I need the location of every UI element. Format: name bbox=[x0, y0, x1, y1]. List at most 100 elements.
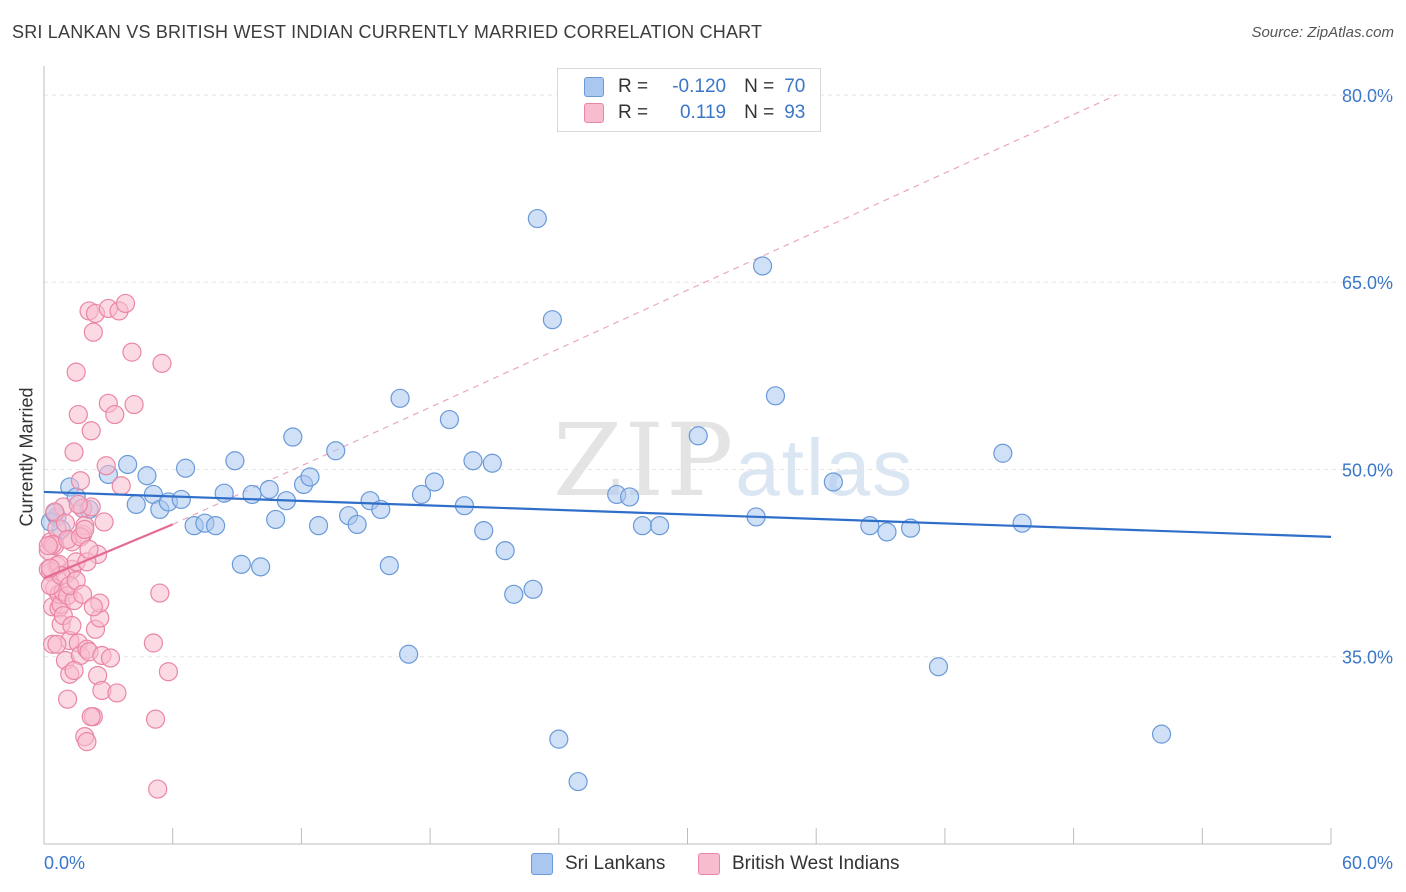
bottom-legend-swatch-blue bbox=[531, 853, 553, 875]
british-west-indians-point bbox=[83, 597, 103, 617]
sri-lankans-point bbox=[860, 516, 880, 536]
british-west-indians-point bbox=[81, 421, 101, 441]
sri-lankans-point bbox=[523, 579, 543, 599]
stats-legend: R = -0.120 N = 70 R = 0.119 N = 93 bbox=[557, 68, 821, 132]
british-west-indians-point bbox=[68, 494, 88, 515]
british-west-indians-point bbox=[122, 342, 142, 362]
sri-lankans-point bbox=[242, 484, 262, 505]
bottom-legend-british-west-indians: British West Indians bbox=[698, 852, 900, 876]
sri-lankans-point bbox=[171, 489, 191, 510]
legend-row-sri-lankans: R = -0.120 N = 70 bbox=[584, 75, 805, 99]
sri-lankans-point bbox=[688, 426, 708, 446]
sri-lankans-point bbox=[1012, 513, 1032, 533]
chart-title: SRI LANKAN VS BRITISH WEST INDIAN CURREN… bbox=[12, 22, 763, 42]
sri-lankans-point bbox=[424, 472, 444, 492]
sri-lankans-point bbox=[206, 516, 226, 536]
bottom-legend-sri-lankans: Sri Lankans bbox=[531, 852, 665, 876]
british-west-indians-point bbox=[57, 689, 78, 709]
british-west-indians-point bbox=[55, 513, 76, 533]
british-west-indians-point bbox=[100, 648, 121, 668]
british-west-indians-point bbox=[145, 709, 166, 729]
sri-lankans-point bbox=[542, 310, 562, 330]
legend-swatch-pink bbox=[584, 103, 604, 123]
sri-lankans-point bbox=[118, 454, 138, 475]
y-tick-label: 65.0% bbox=[1342, 273, 1393, 293]
sri-lankans-point bbox=[225, 451, 245, 471]
sri-lankans-point bbox=[504, 584, 524, 604]
y-tick-label: 80.0% bbox=[1342, 86, 1393, 106]
legend-r-label: R = bbox=[618, 102, 649, 123]
sri-lankans-point bbox=[300, 467, 320, 487]
legend-n-value: 70 bbox=[784, 76, 806, 97]
sri-lankans-point bbox=[231, 554, 251, 574]
british-west-indians-point bbox=[77, 732, 97, 752]
sri-lankans-point bbox=[549, 729, 569, 749]
sri-lankans-point bbox=[308, 516, 329, 536]
sri-lankans-point bbox=[390, 388, 410, 408]
british-west-indians-point bbox=[66, 362, 86, 382]
legend-n-label: N = bbox=[744, 102, 775, 123]
british-west-indians-point bbox=[115, 293, 136, 314]
bottom-legend-swatch-pink bbox=[698, 853, 720, 875]
sri-lankans-point bbox=[175, 458, 196, 478]
british-west-indians-point bbox=[150, 583, 170, 603]
sri-lankans-point bbox=[993, 443, 1013, 463]
british-west-indians-point bbox=[83, 322, 103, 342]
sri-lankans-point bbox=[474, 521, 494, 541]
sri-lankans-point bbox=[379, 556, 399, 576]
british-west-indians-trend-extension bbox=[172, 94, 1117, 525]
british-west-indians-point bbox=[81, 707, 101, 727]
british-west-indians-point bbox=[64, 660, 84, 681]
legend-n-value: 93 bbox=[784, 102, 806, 123]
sri-lankans-point bbox=[928, 657, 949, 677]
sri-lankans-point bbox=[765, 386, 786, 406]
sri-lankans-point bbox=[126, 494, 146, 515]
british-west-indians-point bbox=[158, 662, 179, 682]
y-tick-label: 35.0% bbox=[1342, 648, 1393, 668]
british-west-indians-point bbox=[105, 404, 125, 425]
x-tick-label-max: 60.0% bbox=[1342, 853, 1393, 873]
sri-lankans-point bbox=[439, 409, 460, 430]
legend-n-label: N = bbox=[744, 76, 775, 97]
british-west-indians-point bbox=[124, 394, 144, 415]
legend-r-value: 0.119 bbox=[679, 102, 727, 123]
sri-lankans-point bbox=[568, 771, 588, 792]
x-tick-label-min: 0.0% bbox=[44, 853, 85, 873]
sri-lankans-point bbox=[251, 557, 271, 577]
british-west-indians-point bbox=[96, 456, 116, 476]
y-axis-label: Currently Married bbox=[16, 387, 37, 527]
sri-lankans-point bbox=[632, 516, 653, 536]
bottom-legend-label: British West Indians bbox=[732, 853, 900, 874]
british-west-indians-point bbox=[75, 519, 95, 540]
british-west-indians-point bbox=[111, 476, 131, 496]
british-west-indians-trend-line bbox=[43, 523, 174, 580]
sri-lankans-point bbox=[527, 208, 547, 229]
british-west-indians-point bbox=[73, 584, 93, 604]
watermark-atlas: atlas bbox=[735, 423, 915, 512]
watermark-zip: ZIP bbox=[553, 402, 736, 519]
sri-lankans-point bbox=[823, 472, 843, 492]
sri-lankans-point bbox=[495, 541, 515, 561]
british-west-indians-point bbox=[47, 634, 67, 654]
legend-swatch-blue bbox=[584, 77, 604, 97]
british-west-indians-point bbox=[152, 353, 172, 373]
british-west-indians-point bbox=[38, 536, 58, 556]
legend-r-label: R = bbox=[618, 76, 649, 97]
sri-lankans-point bbox=[399, 644, 419, 664]
sri-lankans-point bbox=[752, 256, 773, 276]
watermark: ZIPatlas bbox=[553, 402, 914, 519]
sri-lankans-point bbox=[650, 516, 670, 536]
british-west-indians-point bbox=[94, 512, 114, 532]
sri-lankans-point bbox=[326, 441, 346, 461]
british-west-indians-point bbox=[64, 442, 84, 462]
legend-r-value: -0.120 bbox=[672, 76, 727, 97]
sri-lankans-point bbox=[259, 479, 279, 500]
british-west-indians-point bbox=[62, 615, 82, 636]
y-tick-label: 50.0% bbox=[1342, 460, 1393, 480]
sri-lankans-point bbox=[1151, 724, 1172, 744]
sri-lankans-point bbox=[347, 514, 367, 535]
bottom-legend-label: Sri Lankans bbox=[565, 853, 666, 874]
sri-lankans-point bbox=[283, 427, 303, 447]
british-west-indians-point bbox=[143, 633, 163, 653]
